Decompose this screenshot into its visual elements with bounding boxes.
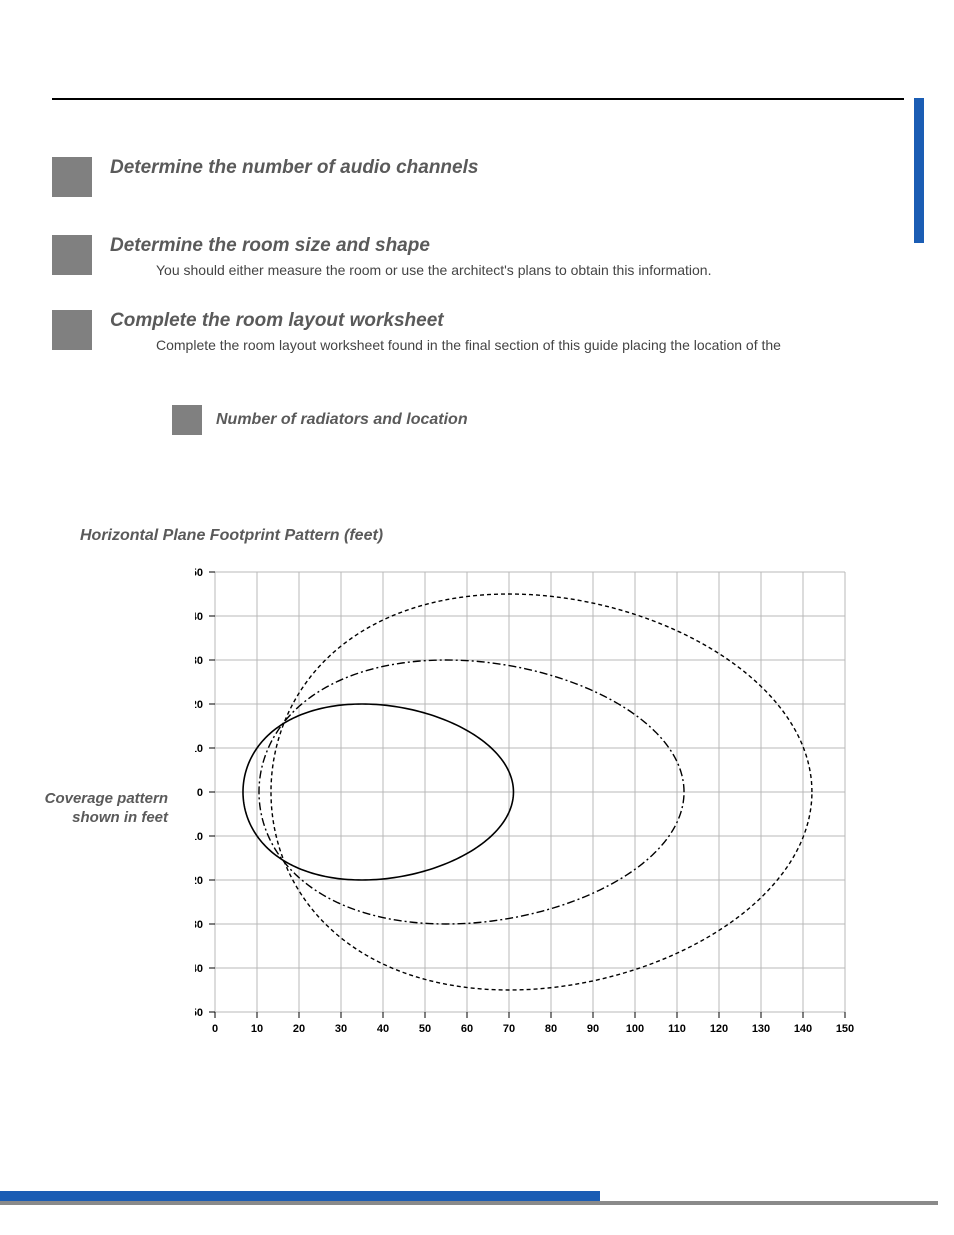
bottom-accent-gray xyxy=(0,1201,938,1205)
subsection-radiators: Number of radiators and location xyxy=(172,405,468,435)
bullet-square xyxy=(52,235,92,275)
svg-text:70: 70 xyxy=(503,1023,515,1035)
section-title: Determine the room size and shape xyxy=(110,235,711,258)
svg-text:40: 40 xyxy=(377,1023,389,1035)
chart-svg: 5040302010010203040500102030405060708090… xyxy=(195,562,875,1092)
svg-text:30: 30 xyxy=(195,655,203,667)
svg-text:50: 50 xyxy=(195,567,203,579)
section-audio-channels: Determine the number of audio channels xyxy=(52,157,884,197)
svg-text:10: 10 xyxy=(251,1023,263,1035)
svg-text:30: 30 xyxy=(195,919,203,931)
svg-text:50: 50 xyxy=(419,1023,431,1035)
svg-text:60: 60 xyxy=(461,1023,473,1035)
bottom-accent-blue xyxy=(0,1191,600,1201)
coverage-chart: 5040302010010203040500102030405060708090… xyxy=(195,562,875,1092)
svg-text:110: 110 xyxy=(668,1023,686,1035)
yaxis-label-line2: shown in feet xyxy=(72,809,168,826)
svg-text:120: 120 xyxy=(710,1023,728,1035)
svg-text:50: 50 xyxy=(195,1007,203,1019)
side-accent-bar xyxy=(914,98,924,243)
section-title: Determine the number of audio channels xyxy=(110,157,478,180)
yaxis-label-line1: Coverage pattern xyxy=(45,790,168,807)
section-room-size: Determine the room size and shape You sh… xyxy=(52,235,884,278)
top-rule xyxy=(52,98,904,100)
svg-text:100: 100 xyxy=(626,1023,644,1035)
svg-text:10: 10 xyxy=(195,831,203,843)
svg-text:80: 80 xyxy=(545,1023,557,1035)
chart-yaxis-label: Coverage pattern shown in feet xyxy=(38,790,168,828)
svg-text:20: 20 xyxy=(195,699,203,711)
svg-text:40: 40 xyxy=(195,611,203,623)
svg-text:30: 30 xyxy=(335,1023,347,1035)
section-body: You should either measure the room or us… xyxy=(156,262,711,278)
svg-text:20: 20 xyxy=(293,1023,305,1035)
chart-title: Horizontal Plane Footprint Pattern (feet… xyxy=(80,527,383,545)
section-worksheet: Complete the room layout worksheet Compl… xyxy=(52,310,884,353)
section-title: Complete the room layout worksheet xyxy=(110,310,781,333)
svg-text:0: 0 xyxy=(212,1023,218,1035)
svg-text:20: 20 xyxy=(195,875,203,887)
svg-text:0: 0 xyxy=(197,787,203,799)
bullet-square-small xyxy=(172,405,202,435)
svg-text:90: 90 xyxy=(587,1023,599,1035)
svg-text:130: 130 xyxy=(752,1023,770,1035)
bullet-square xyxy=(52,157,92,197)
svg-text:40: 40 xyxy=(195,963,203,975)
svg-text:10: 10 xyxy=(195,743,203,755)
bullet-square xyxy=(52,310,92,350)
section-body: Complete the room layout worksheet found… xyxy=(156,337,781,353)
subsection-title: Number of radiators and location xyxy=(216,411,468,429)
svg-text:140: 140 xyxy=(794,1023,812,1035)
svg-text:150: 150 xyxy=(836,1023,854,1035)
